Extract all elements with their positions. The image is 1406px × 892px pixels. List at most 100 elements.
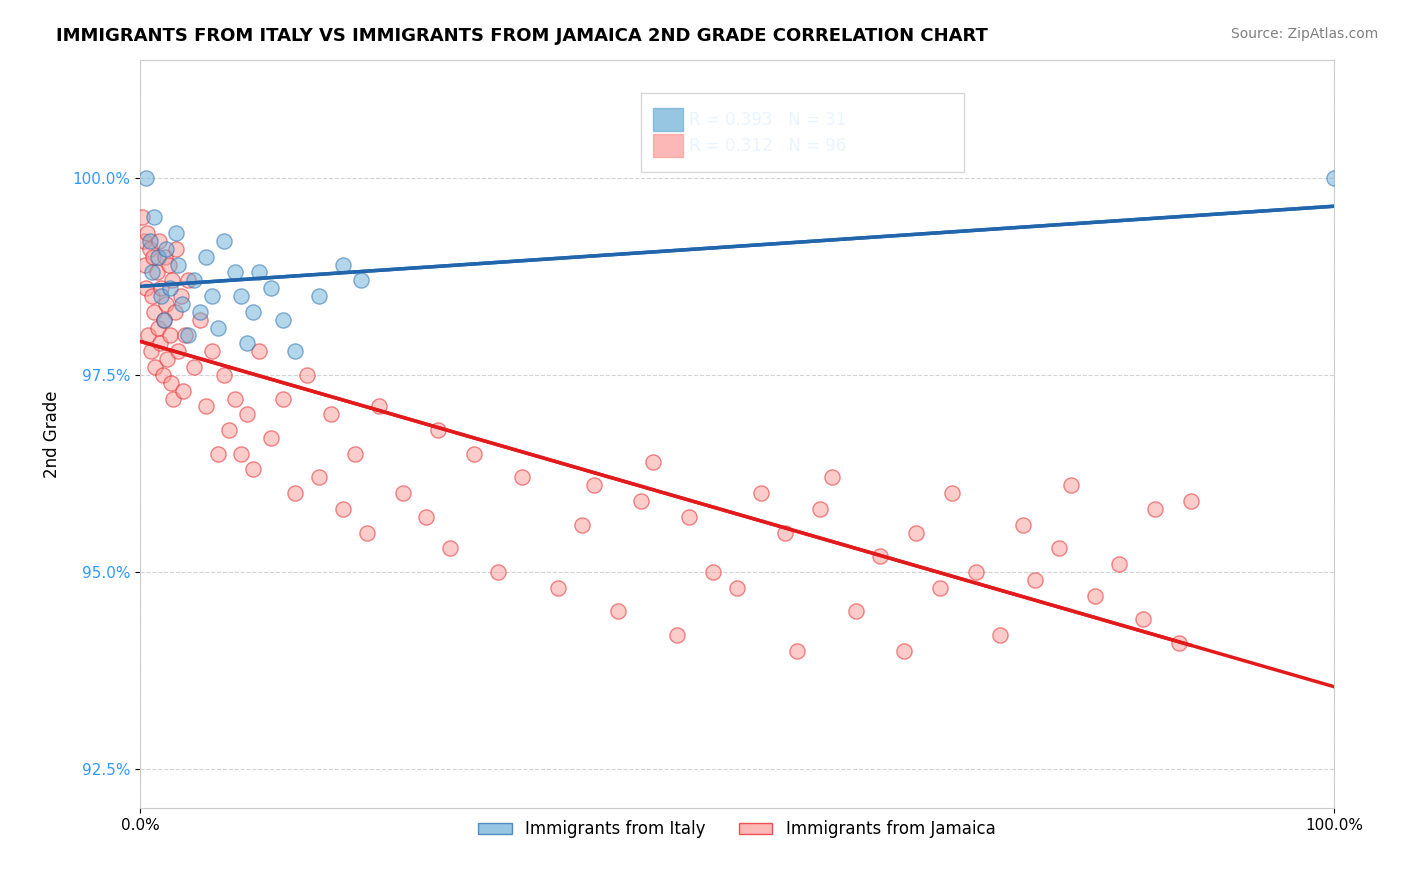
Immigrants from Jamaica xyxy=(547,581,569,595)
Immigrants from Jamaica xyxy=(415,509,437,524)
Immigrants from Jamaica xyxy=(439,541,461,556)
Immigrants from Jamaica xyxy=(146,320,169,334)
Immigrants from Jamaica xyxy=(356,525,378,540)
Immigrants from Jamaica xyxy=(988,628,1011,642)
Immigrants from Jamaica xyxy=(1084,589,1107,603)
Bar xyxy=(654,108,683,131)
Immigrants from Jamaica xyxy=(582,478,605,492)
Immigrants from Jamaica xyxy=(1108,557,1130,571)
Immigrants from Italy xyxy=(308,289,330,303)
Immigrants from Jamaica xyxy=(177,273,200,287)
Immigrants from Jamaica xyxy=(810,502,832,516)
Immigrants from Jamaica xyxy=(150,281,173,295)
Immigrants from Jamaica xyxy=(319,407,342,421)
Immigrants from Jamaica xyxy=(153,312,176,326)
Immigrants from Jamaica xyxy=(643,455,665,469)
Immigrants from Jamaica xyxy=(160,376,183,390)
Immigrants from Jamaica xyxy=(152,368,174,382)
Immigrants from Italy xyxy=(138,234,160,248)
Immigrants from Jamaica xyxy=(138,242,160,256)
Immigrants from Jamaica xyxy=(155,297,177,311)
Immigrants from Jamaica xyxy=(1060,478,1083,492)
Immigrants from Italy xyxy=(153,312,176,326)
Immigrants from Jamaica xyxy=(1143,502,1166,516)
Immigrants from Jamaica xyxy=(893,644,915,658)
Immigrants from Jamaica xyxy=(141,289,163,303)
Immigrants from Italy xyxy=(231,289,253,303)
Immigrants from Italy xyxy=(260,281,283,295)
Immigrants from Jamaica xyxy=(928,581,950,595)
Immigrants from Jamaica xyxy=(965,565,987,579)
Immigrants from Italy xyxy=(207,320,229,334)
Immigrants from Jamaica xyxy=(678,509,700,524)
Immigrants from Italy xyxy=(183,273,205,287)
Immigrants from Jamaica xyxy=(145,265,167,279)
Immigrants from Jamaica xyxy=(427,423,450,437)
Immigrants from Italy xyxy=(1323,170,1346,185)
Bar xyxy=(654,135,683,157)
Immigrants from Jamaica xyxy=(231,447,253,461)
Immigrants from Italy xyxy=(135,170,157,185)
Text: Source: ZipAtlas.com: Source: ZipAtlas.com xyxy=(1230,27,1378,41)
Immigrants from Jamaica xyxy=(486,565,509,579)
Immigrants from Jamaica xyxy=(163,305,186,319)
Immigrants from Jamaica xyxy=(571,517,593,532)
Immigrants from Jamaica xyxy=(165,242,187,256)
Immigrants from Jamaica xyxy=(188,312,211,326)
Immigrants from Jamaica xyxy=(821,470,844,484)
Text: R = 0.312   N = 96: R = 0.312 N = 96 xyxy=(689,136,846,154)
Immigrants from Jamaica xyxy=(212,368,235,382)
Immigrants from Jamaica xyxy=(145,359,167,374)
Immigrants from Jamaica xyxy=(343,447,366,461)
Immigrants from Jamaica xyxy=(367,400,389,414)
Immigrants from Jamaica xyxy=(247,344,270,359)
Immigrants from Italy xyxy=(146,250,169,264)
Immigrants from Italy xyxy=(242,305,264,319)
Immigrants from Jamaica xyxy=(134,258,156,272)
Immigrants from Jamaica xyxy=(143,305,166,319)
Immigrants from Italy xyxy=(150,289,173,303)
Immigrants from Italy xyxy=(165,226,187,240)
Immigrants from Jamaica xyxy=(295,368,318,382)
Immigrants from Italy xyxy=(155,242,177,256)
Immigrants from Italy xyxy=(200,289,222,303)
Immigrants from Jamaica xyxy=(702,565,724,579)
Immigrants from Jamaica xyxy=(169,289,191,303)
Immigrants from Jamaica xyxy=(1024,573,1046,587)
Immigrants from Jamaica xyxy=(510,470,533,484)
Immigrants from Jamaica xyxy=(131,211,153,225)
Immigrants from Italy xyxy=(284,344,307,359)
Immigrants from Jamaica xyxy=(1012,517,1035,532)
Immigrants from Jamaica xyxy=(132,234,155,248)
Immigrants from Italy xyxy=(247,265,270,279)
Immigrants from Italy xyxy=(167,258,190,272)
Immigrants from Jamaica xyxy=(308,470,330,484)
Immigrants from Italy xyxy=(159,281,181,295)
Immigrants from Jamaica xyxy=(172,384,194,398)
Immigrants from Jamaica xyxy=(194,400,217,414)
Immigrants from Italy xyxy=(332,258,354,272)
Immigrants from Jamaica xyxy=(666,628,689,642)
Immigrants from Jamaica xyxy=(224,392,246,406)
Immigrants from Jamaica xyxy=(149,336,172,351)
Immigrants from Jamaica xyxy=(941,486,963,500)
Immigrants from Jamaica xyxy=(1167,636,1189,650)
Immigrants from Jamaica xyxy=(136,226,159,240)
Immigrants from Jamaica xyxy=(148,234,170,248)
Immigrants from Jamaica xyxy=(606,604,628,618)
Immigrants from Jamaica xyxy=(167,344,190,359)
Immigrants from Jamaica xyxy=(749,486,772,500)
Immigrants from Jamaica xyxy=(200,344,222,359)
Immigrants from Jamaica xyxy=(236,407,259,421)
Immigrants from Jamaica xyxy=(156,352,179,367)
Immigrants from Jamaica xyxy=(284,486,307,500)
Immigrants from Italy xyxy=(271,312,294,326)
Immigrants from Jamaica xyxy=(630,494,652,508)
Immigrants from Jamaica xyxy=(845,604,868,618)
Immigrants from Jamaica xyxy=(183,359,205,374)
Immigrants from Jamaica xyxy=(157,258,180,272)
Legend: Immigrants from Italy, Immigrants from Jamaica: Immigrants from Italy, Immigrants from J… xyxy=(472,814,1002,845)
Immigrants from Jamaica xyxy=(869,549,891,564)
Text: IMMIGRANTS FROM ITALY VS IMMIGRANTS FROM JAMAICA 2ND GRADE CORRELATION CHART: IMMIGRANTS FROM ITALY VS IMMIGRANTS FROM… xyxy=(56,27,988,45)
Immigrants from Italy xyxy=(236,336,259,351)
